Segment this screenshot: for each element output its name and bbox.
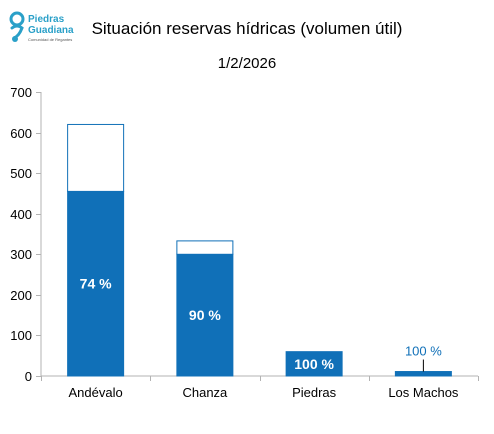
y-tick-label: 500 [10,166,32,181]
data-label: 74 % [80,276,112,292]
data-label: 90 % [189,307,221,323]
logo: Piedras Guadiana Comunidad de Regantes [6,6,76,52]
y-tick-label: 700 [10,85,32,100]
y-tick-label: 300 [10,247,32,262]
bar-empty-capacity [67,123,125,192]
bar-filled-volume [176,253,234,377]
logo-name-line1: Piedras [28,14,65,25]
data-label: 100 % [405,344,442,359]
bar-filled-volume [394,371,452,377]
x-tick-label: Chanza [182,385,228,400]
y-tick-label: 600 [10,126,32,141]
chart-subtitle: 1/2/2026 [217,55,277,72]
data-label: 100 % [294,356,334,372]
chart-title: Situación reservas hídricas (volumen úti… [91,19,403,38]
bar-empty-capacity [176,240,234,255]
x-tick-label: Piedras [292,385,337,400]
water-drop-logo-icon: Piedras Guadiana Comunidad de Regantes [9,11,74,42]
y-tick-label: 200 [10,288,32,303]
y-tick-label: 0 [25,369,32,384]
y-tick-label: 100 [10,328,32,343]
y-tick-label: 400 [10,207,32,222]
bar-filled-volume [67,190,125,377]
x-tick-label: Andévalo [69,385,123,400]
logo-tagline: Comunidad de Regantes [28,37,72,42]
x-tick-label: Los Machos [388,385,459,400]
logo-name-line2: Guadiana [28,25,74,36]
bar-filled-volume [285,351,343,377]
